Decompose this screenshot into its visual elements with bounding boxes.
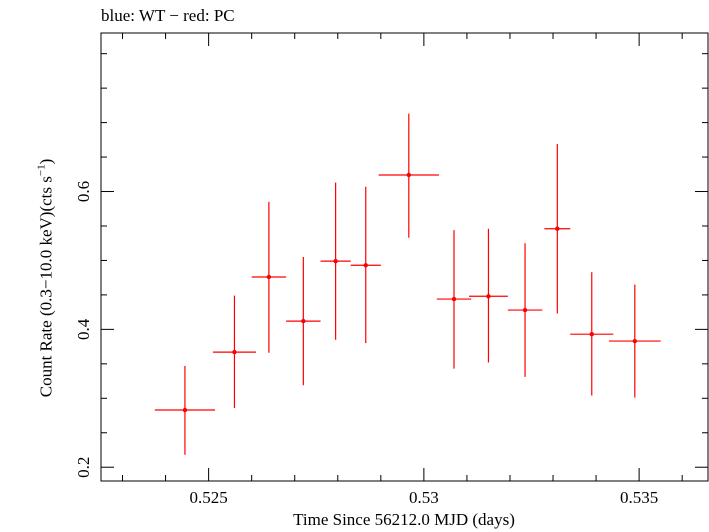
data-point xyxy=(570,272,614,396)
data-points xyxy=(154,113,661,455)
data-point xyxy=(212,295,256,408)
data-point xyxy=(507,243,543,377)
data-point xyxy=(350,186,381,344)
data-marker xyxy=(182,407,188,413)
data-point xyxy=(608,284,661,398)
data-point xyxy=(286,257,321,386)
y-axis-label-end: ) xyxy=(36,158,56,165)
data-point xyxy=(469,228,508,363)
plot-frame xyxy=(100,32,709,482)
data-point xyxy=(251,201,287,353)
data-point xyxy=(544,143,571,314)
data-marker xyxy=(363,263,368,268)
data-marker xyxy=(632,338,638,344)
tick-labels: 0.525 0.53 0.535 0.2 0.4 0.6 xyxy=(74,181,658,507)
data-marker xyxy=(301,318,306,324)
data-point xyxy=(436,230,472,369)
y-tick-label: 0.6 xyxy=(74,181,93,202)
y-tick-label: 0.2 xyxy=(74,457,93,478)
x-axis-label: Time Since 56212.0 MJD (days) xyxy=(293,510,515,529)
x-tick-label: 0.53 xyxy=(409,488,439,507)
data-marker xyxy=(451,296,457,302)
axis-ticks xyxy=(101,33,708,481)
data-point xyxy=(320,182,351,340)
x-tick-label: 0.535 xyxy=(620,488,658,507)
data-point xyxy=(154,365,216,455)
data-point xyxy=(378,113,439,238)
data-marker xyxy=(555,226,560,231)
y-axis-label: Count Rate (0.3−10.0 keV)(cts s−1) xyxy=(36,159,57,398)
x-tick-label: 0.525 xyxy=(189,488,227,507)
data-marker xyxy=(232,349,237,355)
data-marker xyxy=(522,307,528,313)
data-marker xyxy=(333,258,338,264)
data-marker xyxy=(266,274,272,280)
y-axis-label-main: Count Rate (0.3−10.0 keV)(cts s xyxy=(36,176,56,398)
data-marker xyxy=(589,331,594,337)
data-marker xyxy=(486,294,491,299)
y-tick-label: 0.4 xyxy=(74,318,93,340)
y-axis-label-superscript: −1 xyxy=(35,164,48,177)
chart-title: blue: WT − red: PC xyxy=(101,6,235,25)
data-marker xyxy=(406,172,412,178)
